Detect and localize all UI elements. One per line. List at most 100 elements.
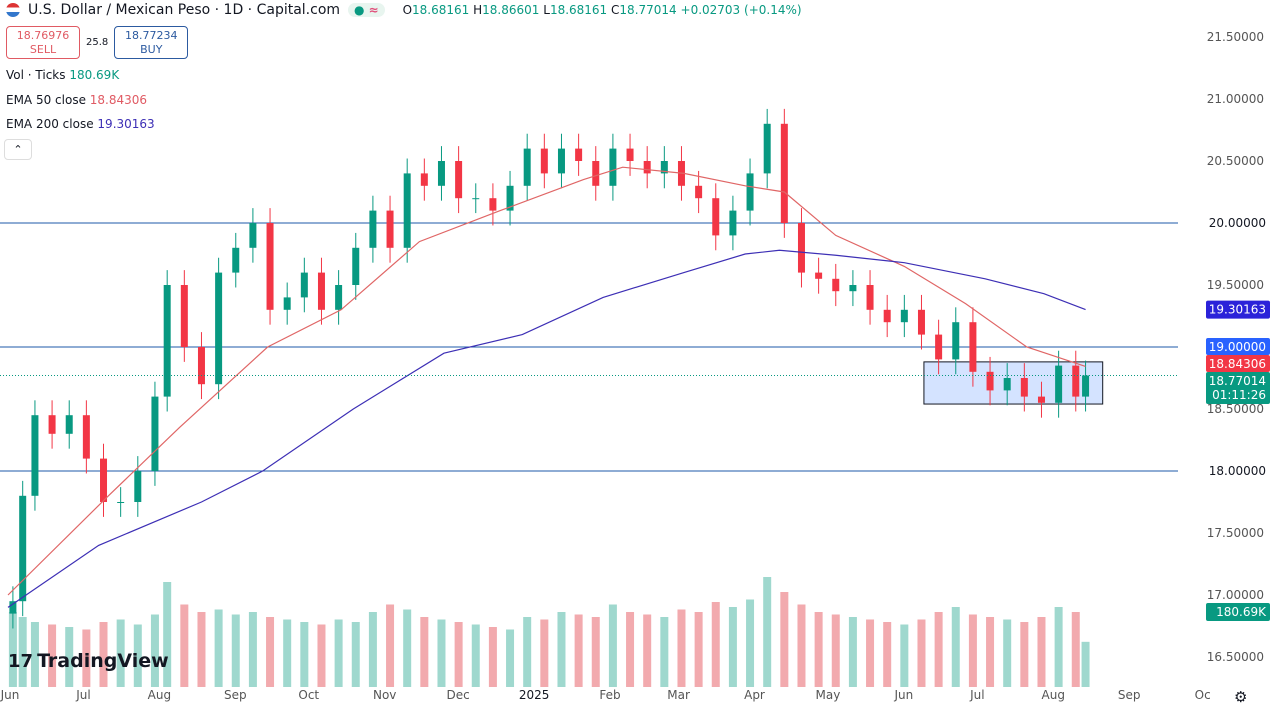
candle-body: [48, 415, 56, 434]
candle-body: [403, 173, 411, 248]
volume-bar: [763, 577, 772, 687]
candle-body: [82, 415, 90, 459]
market-status[interactable]: ● ≈: [348, 3, 385, 17]
volume-bar: [18, 617, 27, 687]
candle-body: [134, 471, 142, 502]
candle-body: [952, 322, 960, 360]
y-tick-label: 17.50000: [1207, 526, 1264, 540]
volume-bar: [831, 614, 840, 687]
y-tick-label: 19.50000: [1207, 278, 1264, 292]
candle-body: [100, 458, 108, 502]
volume-bar: [437, 619, 446, 687]
volume-bar: [403, 609, 412, 687]
last-price-label: 18.77014: [1209, 374, 1266, 388]
volume-bar: [934, 612, 943, 687]
candle-body: [712, 198, 720, 236]
candle-body: [917, 309, 925, 335]
candle-body: [437, 161, 445, 186]
candle-body: [557, 148, 565, 174]
legend-ema50[interactable]: EMA 50 close 18.84306: [6, 93, 148, 107]
settings-gear-icon[interactable]: ⚙: [1234, 688, 1248, 706]
candle-body: [900, 309, 908, 323]
sell-button[interactable]: 18.76976 SELL: [6, 26, 80, 59]
volume-bar: [300, 622, 309, 687]
volume-bar: [30, 622, 39, 687]
last-price-label: 01:11:26: [1212, 388, 1266, 402]
x-tick-label: Mar: [667, 688, 690, 702]
volume-bar: [711, 602, 720, 687]
x-tick-label: Nov: [373, 688, 396, 702]
volume-bar: [574, 614, 583, 687]
volume-bar: [1003, 619, 1012, 687]
volume-bar: [82, 629, 91, 687]
chevron-up-icon[interactable]: ⌃: [4, 139, 32, 160]
usd-mxn-flag-icon: [6, 3, 20, 17]
candle-body: [1055, 365, 1063, 403]
volume-bar: [591, 617, 600, 687]
x-tick-label: Oct: [298, 688, 319, 702]
volume-bar: [420, 617, 429, 687]
candle-body: [266, 223, 274, 310]
candle-body: [232, 247, 240, 273]
x-tick-label: Dec: [447, 688, 470, 702]
candle-body: [1072, 365, 1080, 397]
volume-bar: [968, 614, 977, 687]
candle-body: [300, 272, 308, 298]
volume-bar: [8, 612, 17, 687]
volume-bar: [386, 604, 395, 687]
buy-button[interactable]: 18.77234 BUY: [114, 26, 189, 59]
y-tick-label: 21.50000: [1207, 30, 1264, 44]
x-tick-label: Oc: [1195, 688, 1211, 702]
volume-bar: [746, 599, 755, 687]
y-tick-label: 17.00000: [1207, 588, 1264, 602]
candle-body: [626, 148, 634, 161]
y-tick-label: 21.00000: [1207, 92, 1264, 106]
legend-volume[interactable]: Vol · Ticks 180.69K: [6, 68, 120, 82]
candle-body: [215, 272, 223, 385]
volume-bar: [780, 592, 789, 687]
candle-body: [540, 148, 548, 174]
candle-body: [1020, 378, 1028, 397]
volume-bar: [1054, 607, 1063, 687]
candle-body: [643, 161, 651, 174]
candle-body: [420, 173, 428, 186]
y-tick-label: 16.50000: [1207, 650, 1264, 664]
candle-body: [815, 272, 823, 279]
x-tick-label: Aug: [1042, 688, 1065, 702]
candle-body: [506, 185, 514, 211]
volume-bar: [351, 622, 360, 687]
volume-bar: [65, 627, 74, 687]
candle-body: [335, 285, 343, 310]
x-tick-label: Sep: [224, 688, 247, 702]
volume-bar: [608, 604, 617, 687]
volume-bar: [1020, 622, 1029, 687]
volume-bar: [454, 622, 463, 687]
volume-bar: [180, 604, 189, 687]
candle-body: [117, 502, 125, 503]
x-tick-label: May: [816, 688, 841, 702]
candle-body: [1082, 375, 1090, 397]
volume-bar: [660, 617, 669, 687]
volume-bar: [986, 617, 995, 687]
candle-body: [283, 297, 291, 310]
volume-bar: [677, 609, 686, 687]
volume-bar: [626, 612, 635, 687]
volume-bar: [317, 624, 326, 687]
volume-bar: [197, 612, 206, 687]
volume-price-label-bg: [1206, 603, 1270, 621]
candle-body: [1003, 378, 1011, 391]
candle-body: [369, 210, 377, 248]
candle-body: [31, 415, 39, 496]
symbol-title[interactable]: U.S. Dollar / Mexican Peso · 1D · Capita…: [28, 2, 341, 18]
volume-bar: [883, 622, 892, 687]
candle-body: [763, 123, 771, 174]
candle-body: [19, 495, 27, 602]
volume-bar: [248, 612, 257, 687]
volume-bar: [523, 617, 532, 687]
legend-ema200[interactable]: EMA 200 close 19.30163: [6, 117, 155, 131]
ema50-price-label-bg: [1206, 355, 1270, 372]
candle-body: [386, 210, 394, 248]
x-tick-label: 2025: [519, 688, 550, 702]
y-tick-label: 18.50000: [1207, 402, 1264, 416]
